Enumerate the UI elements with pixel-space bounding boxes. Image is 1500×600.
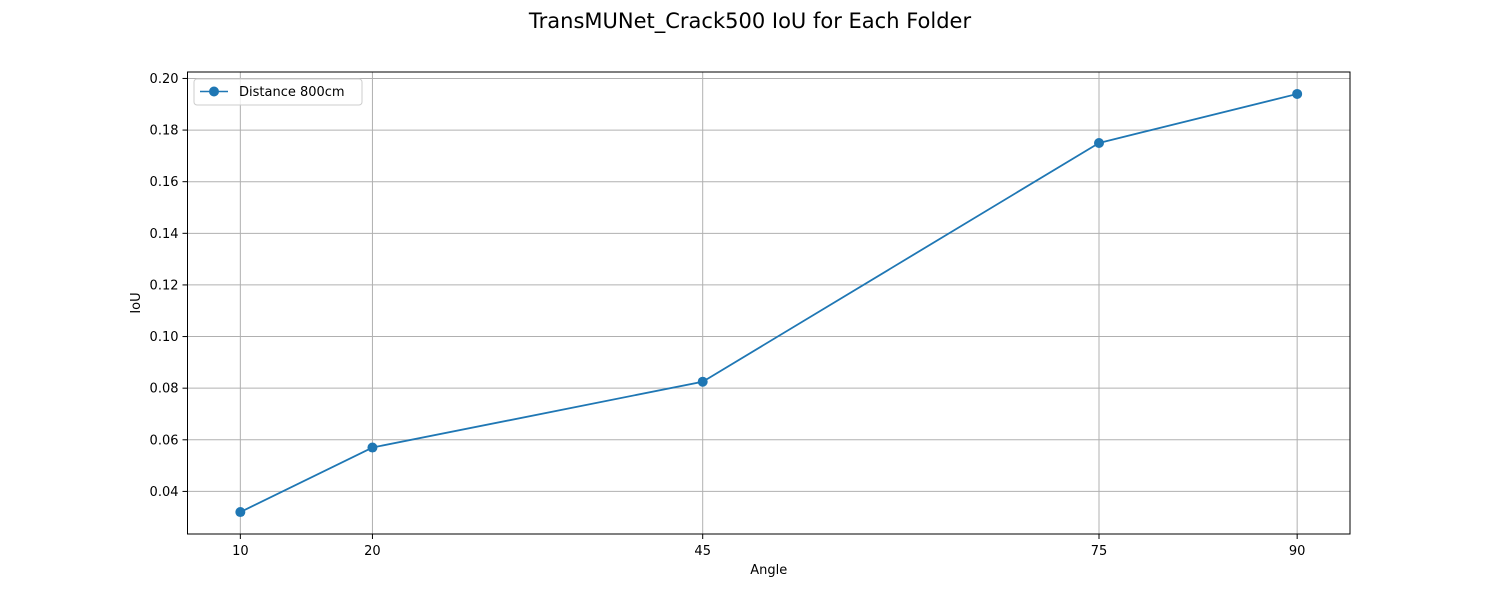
x-tick-label: 20 (364, 544, 381, 559)
y-tick-label: 0.10 (150, 330, 179, 345)
data-point (1094, 137, 1105, 148)
y-tick-label: 0.12 (150, 278, 179, 293)
x-tick-label: 75 (1091, 544, 1108, 559)
legend: Distance 800cm (193, 78, 363, 106)
y-tick-label: 0.20 (150, 72, 179, 87)
legend-entry-label: Distance 800cm (239, 85, 345, 100)
series-line (239, 93, 1298, 513)
x-axis-label: Angle (750, 563, 787, 578)
chart-title: TransMUNet_Crack500 IoU for Each Folder (528, 9, 972, 34)
y-tick-label: 0.18 (150, 124, 179, 139)
y-tick-label: 0.16 (150, 175, 179, 190)
y-tick-label: 0.04 (150, 485, 179, 500)
x-tick-label: 90 (1289, 544, 1306, 559)
plot-frame (187, 71, 1351, 535)
y-axis-label: IoU (129, 292, 144, 313)
y-tick-label: 0.06 (150, 433, 179, 448)
legend-box (193, 78, 363, 106)
data-point (697, 376, 708, 387)
data-point (235, 507, 246, 518)
data-point (367, 442, 378, 453)
y-tick-label: 0.14 (150, 227, 179, 242)
legend-marker-swatch (209, 86, 219, 97)
x-tick-label: 45 (694, 544, 711, 559)
data-point (1292, 88, 1303, 99)
x-tick-label: 10 (232, 544, 249, 559)
y-tick-label: 0.08 (150, 382, 179, 397)
